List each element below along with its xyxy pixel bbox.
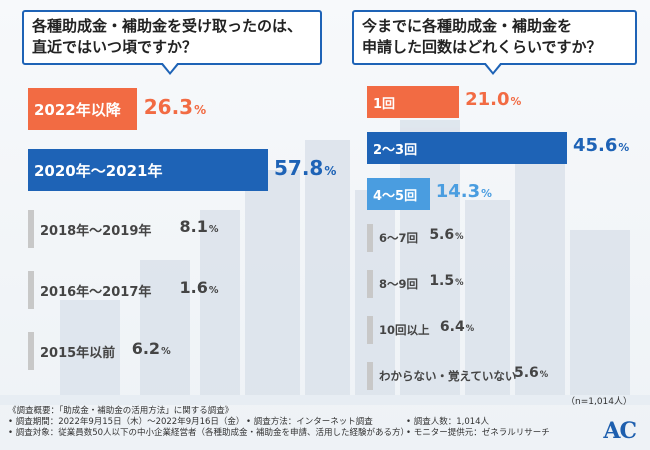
survey-method: • 調査方法：インターネット調査: [246, 417, 373, 427]
bar-right-4: [367, 270, 373, 298]
bar-left-1: [28, 149, 268, 191]
bar-label: 2018年〜2019年: [40, 223, 152, 239]
bar-right-5: [367, 316, 373, 344]
right-question-box: 今までに各種助成金・補助金を 申請した回数はどれくらいですか？: [352, 10, 637, 75]
survey-respondents: • 調査人数：1,014人: [406, 417, 490, 427]
value-label: 26.3%: [143, 95, 207, 119]
bar-right-0: [367, 86, 460, 118]
bar-left-0: [28, 88, 138, 130]
bar-label: 4〜5回: [373, 188, 418, 204]
value-label: 1.6%: [179, 278, 219, 297]
value-label: 57.8%: [274, 156, 337, 180]
value-label: 5.6%: [513, 365, 549, 381]
bar-label: 2〜3回: [373, 142, 418, 158]
value-label: 8.1%: [179, 217, 219, 236]
bar-label: わからない・覚えていない: [379, 369, 517, 383]
bar-left-4: [28, 332, 34, 370]
value-label: 21.0%: [465, 89, 522, 110]
left-question-box: 各種助成金・補助金を受け取ったのは、 直近ではいつ頃ですか？: [22, 10, 322, 75]
bar-label: 2015年以前: [40, 345, 116, 361]
bar-right-6: [367, 362, 373, 390]
bar-label: 1回: [373, 96, 396, 112]
bar-label: 2016年〜2017年: [40, 284, 152, 300]
survey-monitor: • モニター提供元：ゼネラルリサーチ: [406, 428, 550, 438]
company-logo: AC: [603, 418, 637, 444]
left-question-line1: 各種助成金・補助金を受け取ったのは、: [32, 17, 303, 35]
survey-footer: 《調査概要：「助成金・補助金の活用方法」に関する調査》 • 調査期間：2022年…: [8, 406, 550, 439]
bar-label: 2020年〜2021年: [34, 161, 163, 180]
value-label: 14.3%: [435, 181, 492, 202]
bar-right-2: [367, 178, 430, 210]
bar-left-3: [28, 271, 34, 309]
bar-right-1: [367, 132, 567, 164]
value-label: 6.4%: [439, 319, 475, 335]
value-label: 5.6%: [429, 227, 464, 243]
bar-label: 2022年以降: [34, 100, 121, 119]
right-question-line1: 今までに各種助成金・補助金を: [362, 17, 573, 35]
value-label: 1.5%: [429, 273, 464, 289]
sample-size-note: （n=1,014人）: [565, 397, 632, 407]
left-question-line2: 直近ではいつ頃ですか？: [32, 38, 198, 56]
bar-label: 6〜7回: [379, 231, 419, 245]
bar-left-2: [28, 210, 34, 248]
bar-label: 8〜9回: [379, 277, 419, 291]
bar-label: 10回以上: [379, 323, 430, 337]
survey-title: 《調査概要：「助成金・補助金の活用方法」に関する調査》: [8, 406, 234, 416]
bar-right-3: [367, 224, 373, 252]
value-label: 6.2%: [131, 339, 171, 358]
survey-period: • 調査期間：2022年9月15日（木）〜2022年9月16日（金）: [8, 417, 245, 427]
value-label: 45.6%: [573, 135, 630, 156]
survey-target: • 調査対象：従業員数50人以下の中小企業経営者（各種助成金・補助金を申請、活用…: [8, 428, 410, 438]
right-question-line2: 申請した回数はどれくらいですか？: [362, 38, 602, 56]
